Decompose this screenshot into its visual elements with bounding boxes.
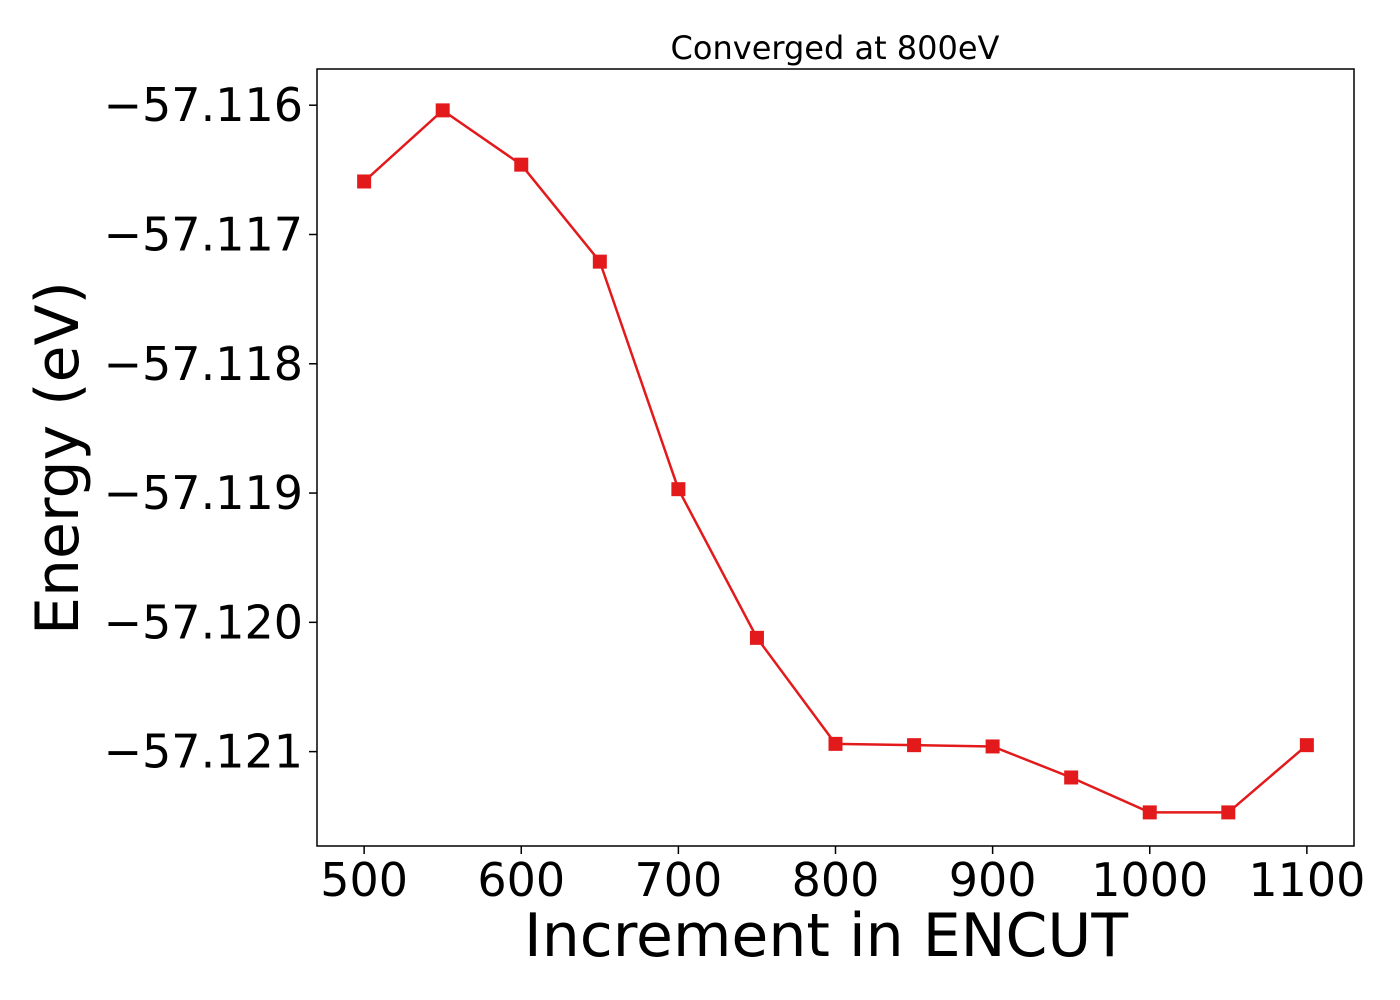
data-point-marker bbox=[435, 103, 450, 118]
data-point-marker bbox=[1064, 770, 1079, 785]
x-tick-label: 800 bbox=[792, 853, 880, 907]
y-tick-label: −57.120 bbox=[104, 595, 304, 649]
x-tick-label: 600 bbox=[477, 853, 565, 907]
chart-title: Converged at 800eV bbox=[671, 29, 1000, 67]
x-tick-label: 700 bbox=[634, 853, 722, 907]
data-point-marker bbox=[907, 738, 922, 753]
y-axis-label: Energy (eV) bbox=[23, 281, 93, 635]
y-tick-label: −57.117 bbox=[104, 207, 304, 261]
y-axis-ticks: −57.116 −57.117 −57.118 −57.119 −57.120 −57.1… bbox=[104, 78, 317, 779]
series-layer bbox=[357, 103, 1314, 820]
data-point-marker bbox=[985, 739, 1000, 754]
x-axis-ticks: 500 600 700 800 900 1000 1100 bbox=[320, 846, 1365, 907]
y-tick-label: −57.118 bbox=[104, 337, 304, 391]
x-tick-label: 1100 bbox=[1248, 853, 1365, 907]
data-point-marker bbox=[592, 254, 607, 269]
data-point-marker bbox=[828, 736, 843, 751]
data-point-marker bbox=[671, 482, 686, 497]
y-tick-label: −57.121 bbox=[104, 725, 304, 779]
x-axis-label: Increment in ENCUT bbox=[524, 901, 1128, 971]
data-point-marker bbox=[749, 630, 764, 645]
data-point-marker bbox=[1221, 805, 1236, 820]
data-point-marker bbox=[514, 157, 529, 172]
data-point-marker bbox=[357, 174, 372, 189]
x-tick-label: 1000 bbox=[1091, 853, 1208, 907]
data-point-marker bbox=[1142, 805, 1157, 820]
x-tick-label: 900 bbox=[949, 853, 1037, 907]
x-tick-label: 500 bbox=[320, 853, 408, 907]
y-tick-label: −57.119 bbox=[104, 466, 304, 520]
data-point-marker bbox=[1299, 738, 1314, 753]
y-tick-label: −57.116 bbox=[104, 78, 304, 132]
